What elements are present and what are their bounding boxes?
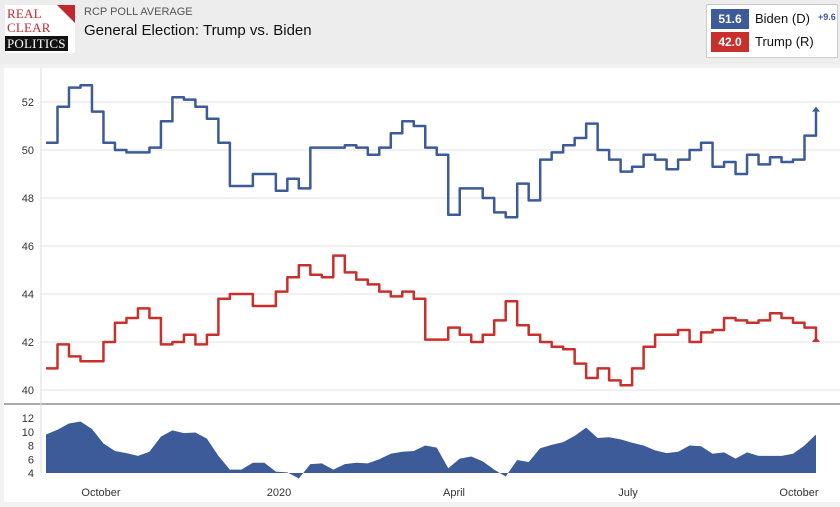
y-tick-label: 52 (22, 97, 34, 109)
x-tick-label: July (618, 487, 638, 499)
y-tick-label: 40 (22, 385, 34, 397)
x-tick-label: 2020 (267, 487, 291, 499)
spread-y-tick-label: 4 (28, 468, 34, 480)
spread-area (46, 421, 816, 479)
biden-value-badge: 51.6 (711, 9, 749, 29)
x-tick-label: October (81, 487, 120, 499)
spread-y-tick-label: 12 (22, 413, 34, 425)
logo-corner-flag (57, 5, 75, 23)
rcp-logo[interactable]: REAL CLEAR POLITICS (5, 5, 75, 53)
legend: 51.6 Biden (D) +9.6 42.0 Trump (R) (706, 4, 838, 58)
series-line-biden (46, 83, 818, 219)
series-line-trump (46, 254, 818, 387)
chart-header: REAL CLEAR POLITICS RCP POLL AVERAGE Gen… (0, 0, 840, 64)
x-tick-label: April (443, 487, 465, 499)
logo-line-1: REAL (7, 6, 42, 21)
chart-subtitle: RCP POLL AVERAGE (84, 6, 193, 18)
series-end-marker (812, 337, 820, 342)
logo-line-2: CLEAR (7, 20, 51, 35)
y-tick-label: 48 (22, 193, 34, 205)
trump-label: Trump (R) (755, 34, 814, 49)
series-end-marker (812, 106, 820, 112)
logo-line-3: POLITICS (5, 36, 68, 51)
trump-value-badge: 42.0 (711, 32, 749, 52)
biden-label: Biden (D) (755, 11, 810, 26)
x-tick-label: October (779, 487, 818, 499)
spread-y-tick-label: 8 (28, 441, 34, 453)
spread-y-tick-label: 10 (22, 427, 34, 439)
y-tick-label: 50 (22, 145, 34, 157)
y-tick-label: 44 (22, 289, 34, 301)
spread-y-tick-label: 6 (28, 454, 34, 466)
y-tick-label: 46 (22, 241, 34, 253)
chart-area: 40 42 44 46 48 50 52 4 6 8 10 12 October 2020 April Jul… (4, 68, 840, 502)
biden-spread: +9.6 (818, 12, 836, 22)
y-tick-label: 42 (22, 337, 34, 349)
chart-title: General Election: Trump vs. Biden (84, 22, 312, 39)
